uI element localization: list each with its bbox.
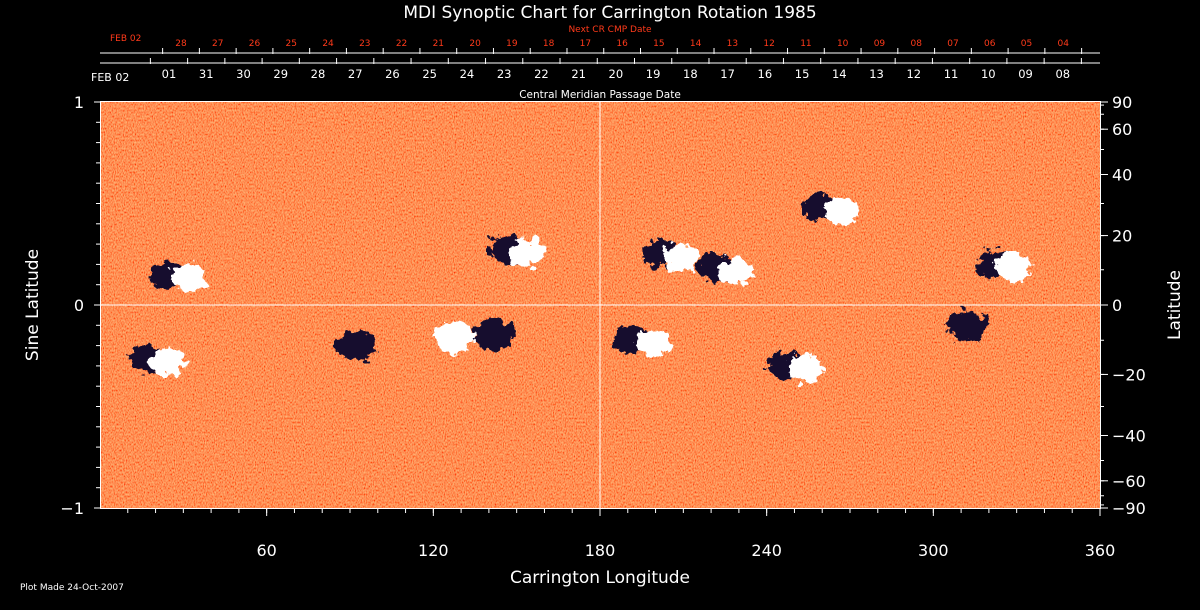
lat-tick-label: 60: [1112, 120, 1132, 139]
date-label: 07: [947, 39, 958, 49]
y-tick-label: 1: [74, 93, 84, 112]
y-axis-left-title: Sine Latitude: [23, 249, 43, 361]
active-region: [718, 257, 754, 286]
date-label: 09: [1018, 67, 1033, 81]
date-label: 15: [795, 67, 810, 81]
active-region: [787, 354, 824, 383]
date-label: 22: [534, 67, 549, 81]
date-label: 27: [348, 67, 363, 81]
lat-tick-label: 20: [1112, 227, 1132, 246]
date-label: 20: [469, 39, 481, 49]
date-label: 18: [683, 67, 698, 81]
lat-tick-label: 40: [1112, 166, 1132, 185]
date-label: 30: [236, 67, 251, 81]
date-label: 31: [199, 67, 214, 81]
date-label: 06: [984, 39, 996, 49]
date-label: 29: [273, 67, 288, 81]
date-label: 04: [1058, 39, 1070, 49]
active-region: [148, 348, 185, 377]
lat-tick-label: 90: [1112, 93, 1132, 112]
plot-made-note: Plot Made 24-Oct-2007: [20, 583, 124, 593]
y-tick-label: 0: [74, 296, 84, 315]
lat-tick-label: 0: [1112, 296, 1122, 315]
longitude-axis: 60 120 180 240 300 360: [127, 508, 1116, 560]
active-region: [509, 239, 546, 268]
date-label: 19: [646, 67, 661, 81]
date-label: 14: [690, 39, 702, 49]
active-region: [662, 243, 699, 272]
date-label: 16: [758, 67, 773, 81]
cmp-start-label: FEB 02: [91, 71, 129, 84]
x-tick-label: 300: [918, 541, 949, 560]
date-label: 23: [359, 39, 370, 49]
date-label: 28: [175, 39, 187, 49]
date-label: 10: [981, 67, 996, 81]
x-tick-label: 240: [751, 541, 782, 560]
active-region: [474, 319, 515, 352]
y-axis-right-title: Latitude: [1165, 270, 1185, 340]
date-label: 21: [571, 67, 586, 81]
date-label: 11: [800, 39, 811, 49]
date-label: 08: [910, 39, 922, 49]
date-label: 27: [212, 39, 223, 49]
date-label: 09: [874, 39, 886, 49]
date-label: 24: [322, 39, 334, 49]
active-region: [823, 196, 860, 225]
active-region: [435, 321, 476, 354]
cmp-date-axis: 01 31 30 29 28 27 26 25 24 23 22 21 20 19 18 17 16 15 14 13…: [100, 58, 1100, 81]
lat-tick-label: −60: [1112, 472, 1146, 491]
x-tick-label: 120: [418, 541, 449, 560]
x-tick-label: 360: [1085, 541, 1116, 560]
date-label: 22: [396, 39, 407, 49]
active-region: [335, 329, 376, 362]
date-label: 17: [720, 67, 735, 81]
date-label: 21: [433, 39, 444, 49]
date-label: 13: [727, 39, 738, 49]
date-label: 13: [869, 67, 884, 81]
date-label: 05: [1021, 39, 1032, 49]
date-label: 20: [609, 67, 624, 81]
date-label: 19: [506, 39, 518, 49]
active-region: [634, 328, 671, 357]
date-label: 16: [616, 39, 628, 49]
x-tick-label: 180: [585, 541, 616, 560]
next-cr-axis-label: Next CR CMP Date: [568, 25, 652, 35]
gridlines: [100, 102, 1100, 508]
x-tick-label: 60: [256, 541, 276, 560]
date-label: 12: [906, 67, 921, 81]
cmp-axis-label: Central Meridian Passage Date: [519, 89, 681, 101]
next-cr-start-label: FEB 02: [110, 34, 141, 44]
date-label: 28: [311, 67, 326, 81]
date-label: 25: [286, 39, 297, 49]
date-label: 18: [543, 39, 555, 49]
chart-title: MDI Synoptic Chart for Carrington Rotati…: [403, 3, 816, 23]
active-region: [946, 309, 987, 342]
lat-tick-label: −40: [1112, 426, 1146, 445]
sine-latitude-axis: 1 0 −1: [60, 93, 100, 518]
lat-tick-label: −20: [1112, 365, 1146, 384]
date-label: 10: [837, 39, 849, 49]
date-label: 26: [249, 39, 261, 49]
x-axis-title: Carrington Longitude: [510, 568, 690, 588]
date-label: 14: [832, 67, 847, 81]
active-region: [995, 253, 1032, 282]
date-label: 15: [653, 39, 664, 49]
date-label: 23: [497, 67, 512, 81]
date-label: 26: [385, 67, 400, 81]
lat-tick-label: −90: [1112, 499, 1146, 518]
date-label: 11: [944, 67, 959, 81]
date-label: 12: [763, 39, 774, 49]
date-label: 24: [460, 67, 475, 81]
date-label: 01: [162, 67, 177, 81]
date-label: 17: [580, 39, 591, 49]
active-region: [170, 263, 207, 292]
date-label: 25: [422, 67, 437, 81]
latitude-axis: 90 60 40 20 0 −20 −40 −60 −90: [1100, 93, 1146, 518]
y-tick-label: −1: [60, 499, 84, 518]
date-label: 08: [1055, 67, 1070, 81]
next-cr-date-axis: 28 27 26 25 24 23 22 21 20 19 18 17 16 15 14 13 12 11 10 09…: [100, 39, 1100, 54]
